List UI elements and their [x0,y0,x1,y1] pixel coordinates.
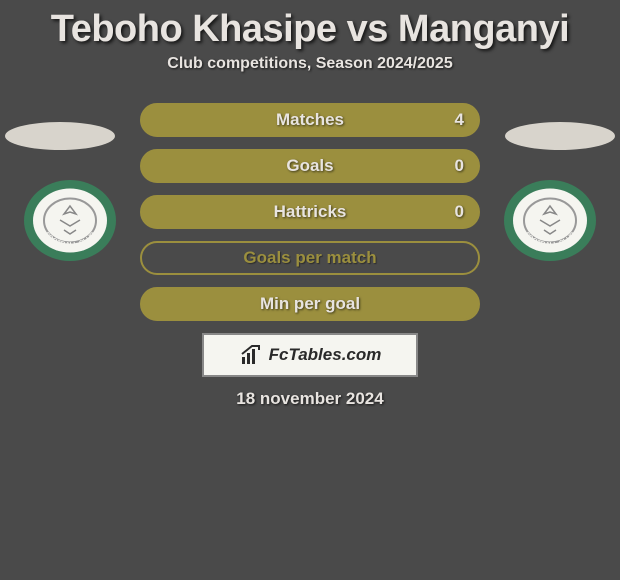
stat-bar: Goals per match [140,241,480,275]
brand-attribution[interactable]: FcTables.com [202,333,418,377]
club-badge-right: BLOEMFONTEIN CELTIC FOOTBALL CLUB [502,178,598,263]
stat-label: Hattricks [274,202,347,222]
club-crest-icon: BLOEMFONTEIN CELTIC FOOTBALL CLUB [502,178,598,263]
snapshot-date: 18 november 2024 [0,389,620,409]
stat-bar: Matches 4 [140,103,480,137]
stat-value: 4 [455,110,464,130]
club-crest-icon: BLOEMFONTEIN CELTIC FOOTBALL CLUB [22,178,118,263]
stat-bar: Min per goal [140,287,480,321]
stat-label: Matches [276,110,344,130]
stat-bar: Goals 0 [140,149,480,183]
club-badge-left: BLOEMFONTEIN CELTIC FOOTBALL CLUB [22,178,118,263]
page-title: Teboho Khasipe vs Manganyi [0,0,620,55]
brand-text: FcTables.com [269,345,382,365]
stats-container: Matches 4 Goals 0 Hattricks 0 Goals per match M… [140,103,480,321]
player-right-avatar-placeholder [505,122,615,150]
stat-label: Min per goal [260,294,360,314]
stat-bar: Hattricks 0 [140,195,480,229]
page-subtitle: Club competitions, Season 2024/2025 [0,55,620,73]
stat-label: Goals [286,156,333,176]
comparison-card: Teboho Khasipe vs Manganyi Club competit… [0,0,620,409]
player-left-avatar-placeholder [5,122,115,150]
stat-value: 0 [455,202,464,222]
stat-value: 0 [455,156,464,176]
stat-label: Goals per match [243,248,376,268]
chart-icon [239,343,263,367]
